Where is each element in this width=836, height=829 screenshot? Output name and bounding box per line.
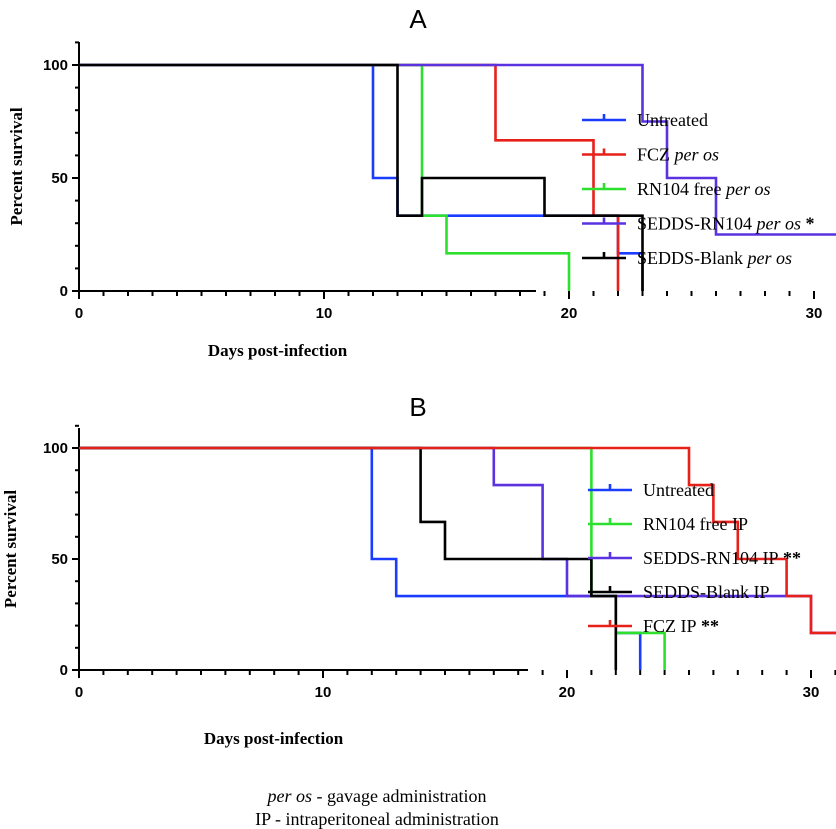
legend-label: Untreated (637, 110, 708, 130)
legend-label-main: Untreated (637, 110, 708, 130)
legend-label: RN104 free per os (637, 179, 770, 199)
legend-entry: FCZ IP ** (588, 616, 719, 636)
y-tick-label: 50 (51, 170, 68, 187)
legend-label: RN104 free IP (643, 514, 748, 534)
series-line (79, 63, 644, 291)
legend-label-main: SEDDS-Blank (637, 248, 748, 268)
footnote-italic: per os (266, 786, 313, 806)
legend-entry: SEDDS-Blank per os (582, 248, 792, 268)
legend-label-main: FCZ (637, 145, 675, 165)
footnote-text: IP - intraperitoneal administration (255, 809, 499, 829)
legend-label-italic: per os (755, 214, 802, 234)
legend-label: SEDDS-RN104 IP ** (643, 548, 801, 568)
legend-label: SEDDS-Blank IP (643, 582, 770, 602)
legend-label-main: SEDDS-Blank IP (643, 582, 770, 602)
y-axis-title: Percent survival (7, 107, 26, 225)
panel-letter: A (409, 4, 427, 34)
y-tick-label: 50 (51, 551, 68, 568)
legend-label-main: SEDDS-RN104 IP (643, 548, 779, 568)
legend-label-main: SEDDS-RN104 (637, 214, 757, 234)
legend-label-significance: ** (697, 616, 720, 636)
legend-entry: SEDDS-RN104 per os * (582, 214, 815, 234)
footnote-line: per os - gavage administration (266, 786, 487, 806)
footnote-text: - gavage administration (312, 786, 486, 806)
x-axis-title: Days post-infection (208, 341, 348, 360)
x-tick-label: 10 (315, 684, 332, 701)
series-line (79, 63, 836, 236)
legend-entry: FCZ per os (582, 145, 719, 165)
series-line (79, 446, 836, 635)
x-tick-label: 20 (559, 684, 576, 701)
x-tick-label: 30 (806, 305, 823, 322)
legend-label: SEDDS-RN104 per os * (637, 214, 815, 234)
legend-label-main: FCZ IP (643, 616, 697, 636)
series-line (79, 446, 618, 670)
y-tick-label: 0 (60, 283, 68, 300)
legend-entry: RN104 free IP (588, 514, 748, 534)
legend-entry: RN104 free per os (582, 179, 770, 199)
legend-label-italic: per os (724, 179, 771, 199)
x-tick-label: 10 (316, 305, 333, 322)
x-tick-label: 0 (75, 684, 83, 701)
legend-label-significance: ** (779, 548, 802, 568)
x-axis-title: Days post-infection (204, 729, 344, 748)
legend-label: Untreated (643, 480, 714, 500)
panel-letter: B (409, 392, 426, 422)
legend-entry: SEDDS-RN104 IP ** (588, 548, 801, 568)
legend-label-main: RN104 free IP (643, 514, 748, 534)
legend-entry: SEDDS-Blank IP (588, 582, 770, 602)
legend-label-main: Untreated (643, 480, 714, 500)
y-axis-title: Percent survival (1, 490, 20, 608)
series-line (79, 63, 644, 291)
legend-label: FCZ IP ** (643, 616, 719, 636)
legend-label: SEDDS-Blank per os (637, 248, 792, 268)
panel-b: B 0 50 100 0 10 20 30 Days post-infection Percent… (1, 392, 836, 748)
x-tick-label: 20 (561, 305, 578, 322)
footnote-line: IP - intraperitoneal administration (255, 809, 499, 829)
legend-label-main: RN104 free (637, 179, 726, 199)
y-tick-label: 100 (43, 440, 68, 457)
legend-label: FCZ per os (637, 145, 719, 165)
y-tick-label: 0 (60, 662, 68, 679)
footnotes: per os - gavage administration IP - intra… (255, 786, 499, 829)
y-tick-label: 100 (43, 57, 68, 74)
x-tick-label: 0 (75, 305, 83, 322)
legend-entry: Untreated (582, 110, 708, 130)
x-tick-label: 30 (803, 684, 820, 701)
legend-entry: Untreated (588, 480, 714, 500)
legend-label-italic: per os (673, 145, 720, 165)
legend-label-significance: * (801, 214, 815, 234)
legend-label-italic: per os (746, 248, 793, 268)
panel-a: A 0 50 100 0 10 20 30 Days post-infection Percent… (7, 4, 836, 360)
